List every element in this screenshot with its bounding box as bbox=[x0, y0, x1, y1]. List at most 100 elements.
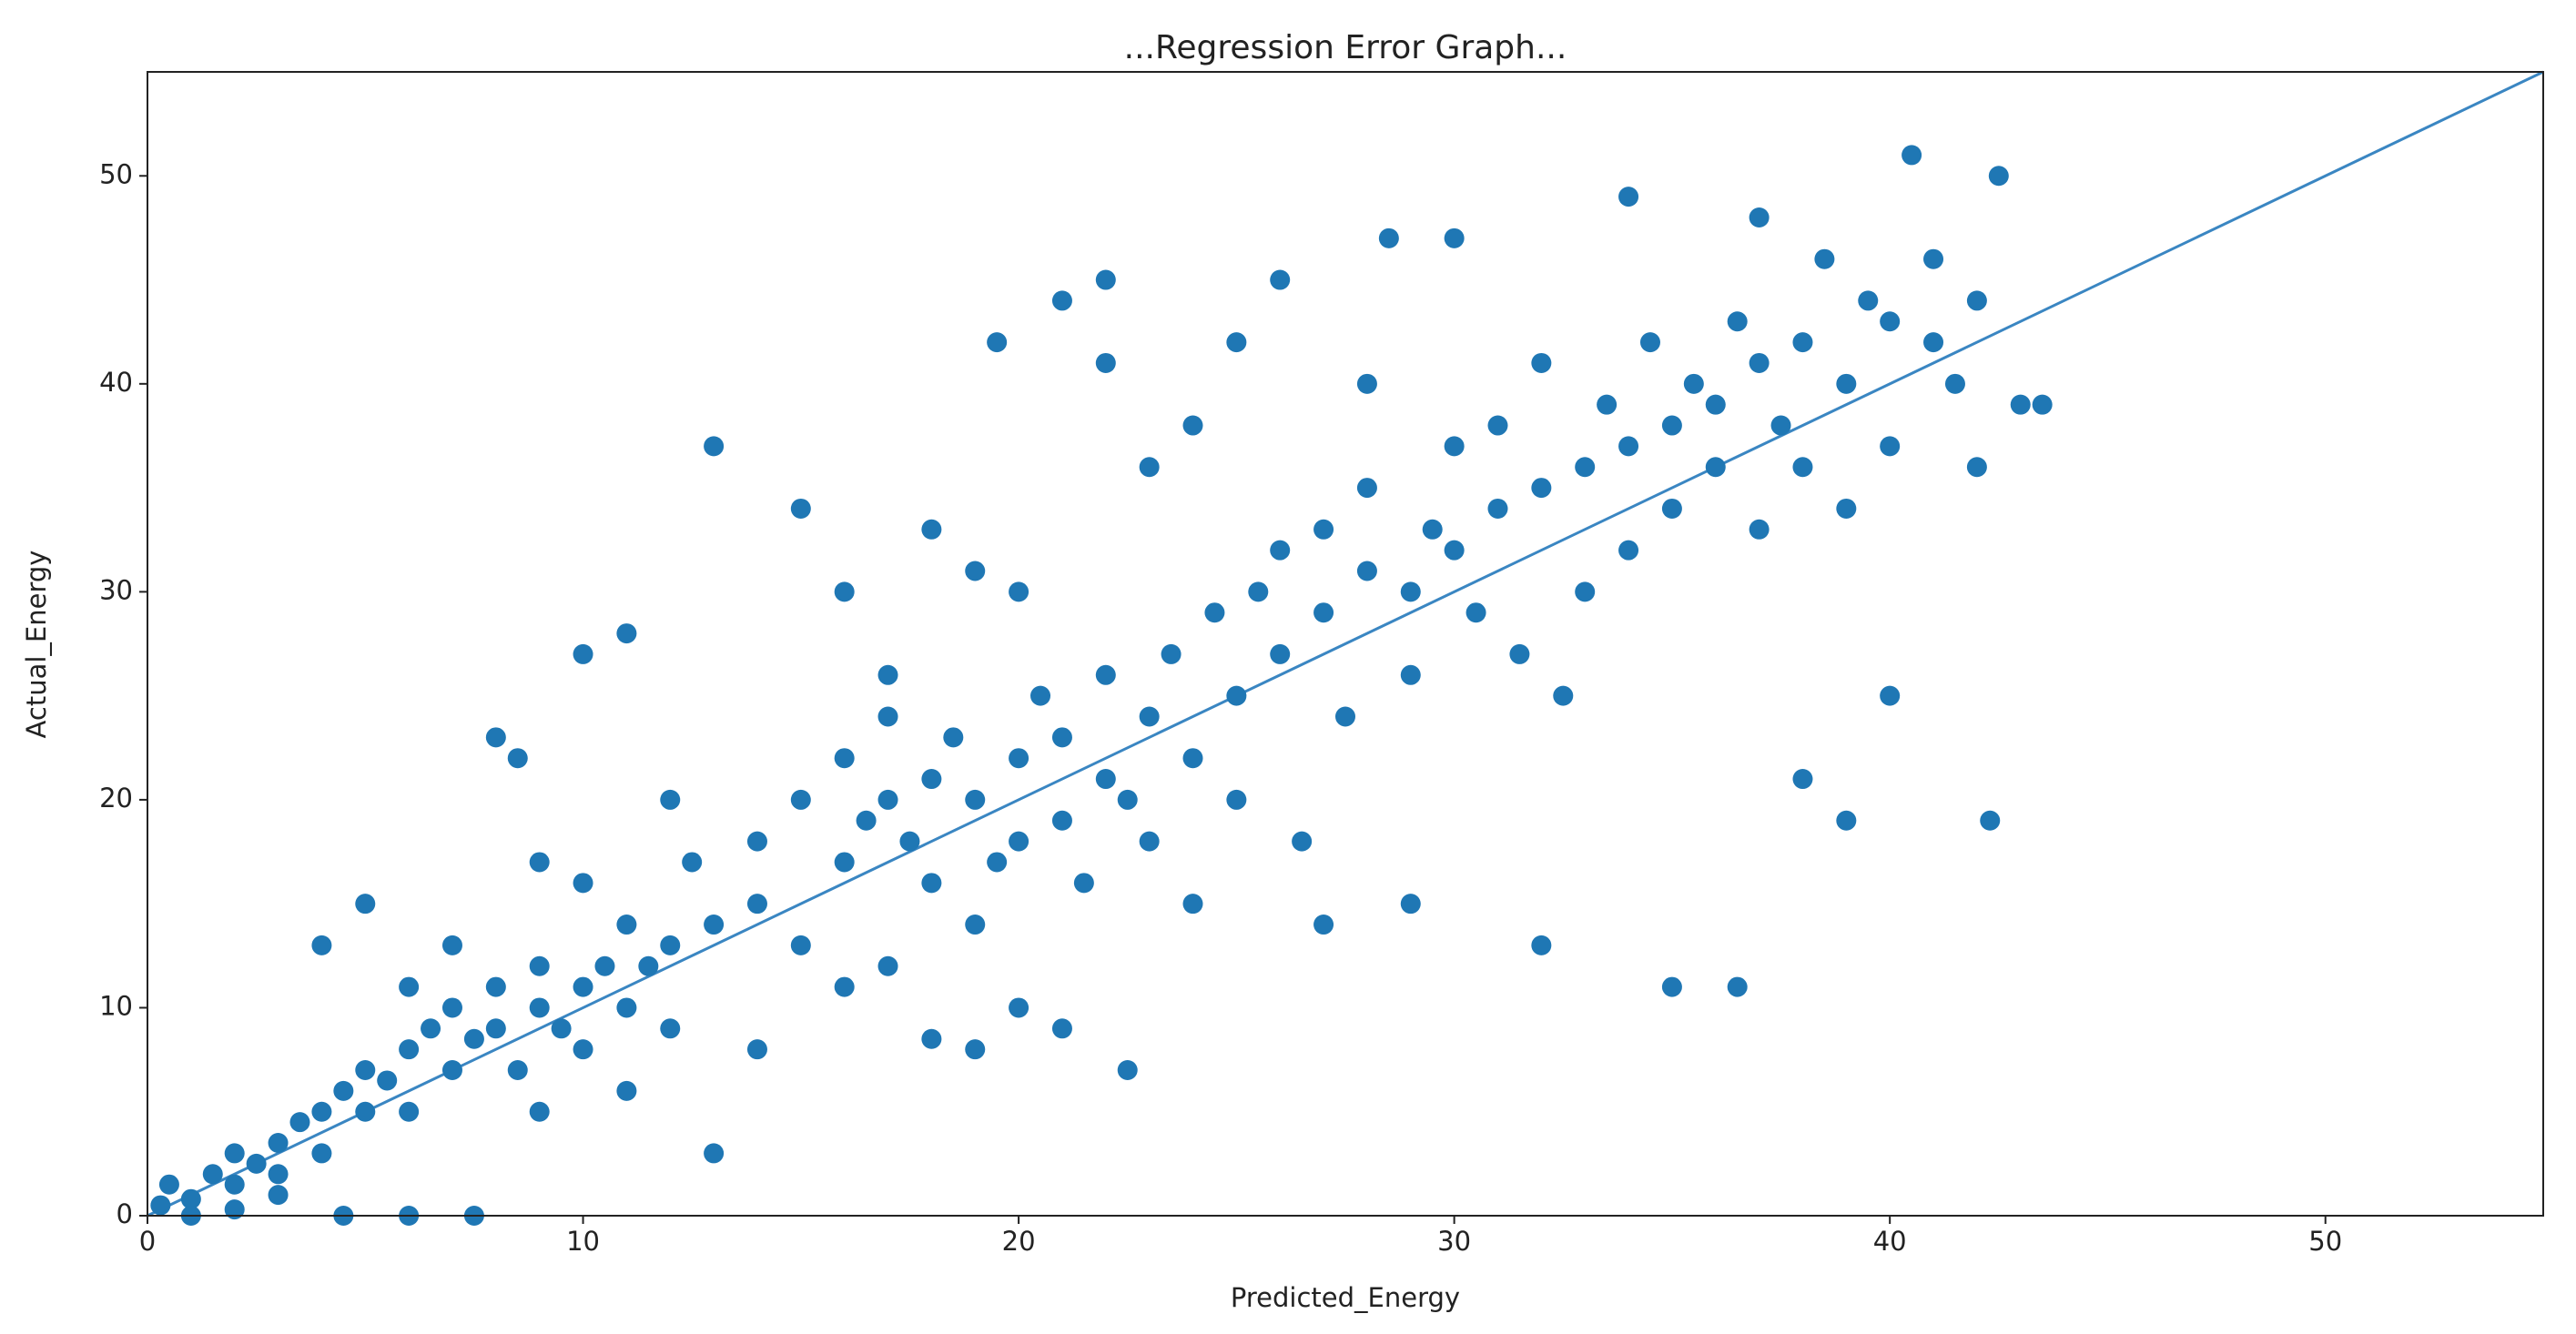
point bbox=[1292, 831, 1313, 852]
chart-title: ...Regression Error Graph... bbox=[1124, 29, 1567, 66]
point bbox=[1030, 685, 1051, 706]
x-tick-label: 50 bbox=[2308, 1226, 2342, 1257]
point bbox=[1009, 581, 1029, 602]
point bbox=[1836, 498, 1857, 519]
point bbox=[399, 1101, 420, 1122]
point bbox=[1966, 457, 1987, 478]
point bbox=[485, 1018, 506, 1039]
point bbox=[921, 873, 942, 894]
point bbox=[1270, 643, 1291, 664]
point bbox=[1204, 602, 1225, 623]
point bbox=[1553, 685, 1574, 706]
point bbox=[790, 935, 811, 955]
point bbox=[987, 852, 1008, 873]
y-tick-label: 40 bbox=[99, 367, 133, 398]
point bbox=[529, 1101, 550, 1122]
point bbox=[1009, 831, 1029, 852]
point bbox=[1356, 373, 1377, 394]
point bbox=[1836, 810, 1857, 831]
x-tick-label: 30 bbox=[1437, 1226, 1471, 1257]
point bbox=[1597, 394, 1618, 415]
point bbox=[1009, 997, 1029, 1018]
point bbox=[246, 1153, 267, 1174]
point bbox=[704, 1143, 725, 1164]
point bbox=[485, 976, 506, 997]
point bbox=[1509, 643, 1530, 664]
point bbox=[573, 976, 593, 997]
point bbox=[790, 789, 811, 810]
plot-frame bbox=[147, 71, 2544, 1217]
point bbox=[1683, 373, 1704, 394]
point bbox=[834, 748, 855, 769]
point bbox=[1661, 498, 1682, 519]
point bbox=[180, 1188, 201, 1209]
point bbox=[1139, 706, 1160, 727]
point bbox=[660, 935, 681, 955]
point bbox=[1836, 373, 1857, 394]
point bbox=[507, 748, 528, 769]
point bbox=[1880, 311, 1901, 332]
point bbox=[1095, 352, 1116, 373]
y-axis-label: Actual_Energy bbox=[21, 551, 52, 739]
point bbox=[1575, 457, 1596, 478]
point bbox=[965, 789, 986, 810]
point bbox=[507, 1060, 528, 1081]
point bbox=[1792, 457, 1813, 478]
point bbox=[1531, 478, 1552, 499]
point bbox=[1705, 457, 1726, 478]
point bbox=[1226, 685, 1247, 706]
point bbox=[594, 955, 615, 976]
point bbox=[1335, 706, 1355, 727]
point bbox=[311, 1143, 332, 1164]
point bbox=[1095, 769, 1116, 790]
point bbox=[1487, 498, 1508, 519]
point bbox=[1770, 415, 1791, 436]
point bbox=[746, 831, 767, 852]
point bbox=[1792, 769, 1813, 790]
point bbox=[1182, 415, 1203, 436]
point bbox=[1618, 540, 1639, 561]
point bbox=[202, 1164, 223, 1185]
point bbox=[921, 1028, 942, 1049]
point bbox=[1444, 436, 1465, 457]
point bbox=[1727, 976, 1748, 997]
point bbox=[1117, 789, 1138, 810]
point bbox=[1356, 478, 1377, 499]
y-tick-label: 50 bbox=[99, 158, 133, 189]
point bbox=[987, 332, 1008, 353]
x-tick-label: 0 bbox=[139, 1226, 156, 1257]
y-tick-label: 30 bbox=[99, 574, 133, 605]
point bbox=[421, 1018, 441, 1039]
point bbox=[1880, 685, 1901, 706]
point bbox=[834, 852, 855, 873]
point bbox=[268, 1164, 289, 1185]
point bbox=[573, 873, 593, 894]
point bbox=[1858, 290, 1879, 311]
point bbox=[224, 1143, 245, 1164]
point bbox=[1313, 602, 1334, 623]
point bbox=[441, 1060, 462, 1081]
point bbox=[1226, 789, 1247, 810]
point bbox=[1226, 332, 1247, 353]
point bbox=[224, 1174, 245, 1195]
point bbox=[1980, 810, 2001, 831]
point bbox=[834, 581, 855, 602]
point bbox=[289, 1112, 310, 1133]
point bbox=[529, 997, 550, 1018]
point bbox=[1117, 1060, 1138, 1081]
point bbox=[1988, 166, 2009, 187]
point bbox=[1051, 727, 1072, 748]
point bbox=[268, 1185, 289, 1206]
point bbox=[150, 1195, 171, 1216]
point bbox=[1400, 664, 1421, 685]
point bbox=[1465, 602, 1486, 623]
y-tick-label: 10 bbox=[99, 990, 133, 1021]
point bbox=[551, 1018, 572, 1039]
point bbox=[616, 915, 637, 935]
point bbox=[1313, 519, 1334, 540]
point bbox=[704, 436, 725, 457]
point bbox=[1051, 1018, 1072, 1039]
point bbox=[1378, 227, 1399, 248]
point bbox=[834, 976, 855, 997]
point bbox=[355, 1101, 376, 1122]
